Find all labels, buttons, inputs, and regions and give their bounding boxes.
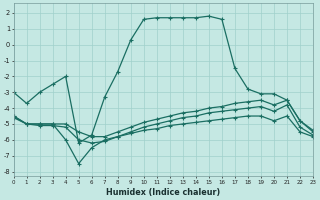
X-axis label: Humidex (Indice chaleur): Humidex (Indice chaleur) [106,188,220,197]
